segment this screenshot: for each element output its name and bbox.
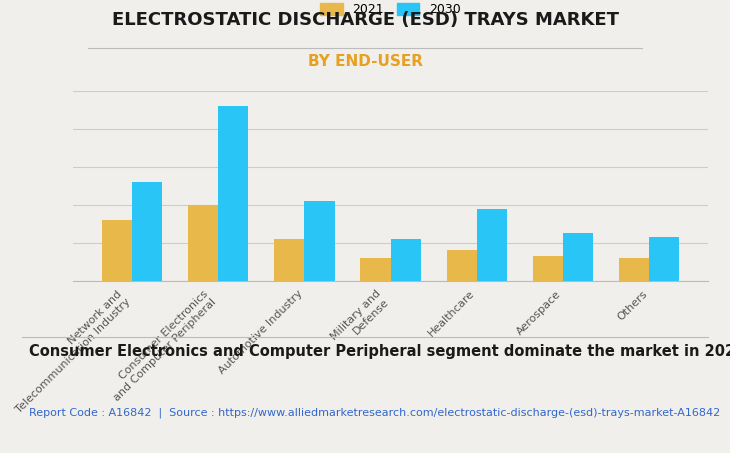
Bar	[477, 208, 507, 281]
Text: Report Code : A16842  |  Source : https://www.alliedmarketresearch.com/electrost: Report Code : A16842 | Source : https://…	[29, 408, 721, 418]
Bar	[132, 182, 162, 281]
Bar	[619, 258, 649, 281]
Legend: 2021, 2030: 2021, 2030	[315, 0, 466, 21]
Bar	[533, 256, 563, 281]
Bar	[649, 237, 679, 281]
Bar	[102, 220, 132, 281]
Bar	[361, 258, 391, 281]
Bar	[188, 205, 218, 281]
Text: Consumer Electronics and Computer Peripheral segment dominate the market in 2021: Consumer Electronics and Computer Periph…	[29, 344, 730, 359]
Bar	[218, 106, 248, 281]
Bar	[274, 239, 304, 281]
Text: ELECTROSTATIC DISCHARGE (ESD) TRAYS MARKET: ELECTROSTATIC DISCHARGE (ESD) TRAYS MARK…	[112, 11, 618, 29]
Bar	[447, 251, 477, 281]
Bar	[304, 201, 334, 281]
Bar	[563, 233, 593, 281]
Bar	[391, 239, 420, 281]
Text: BY END-USER: BY END-USER	[307, 54, 423, 69]
